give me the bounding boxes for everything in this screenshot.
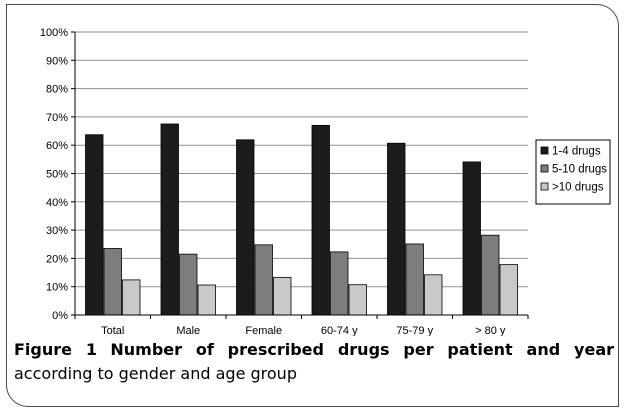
legend-label: >10 drugs xyxy=(552,182,604,194)
bar xyxy=(122,279,141,316)
legend-swatch xyxy=(540,182,549,191)
y-tick-label: 0% xyxy=(52,310,68,322)
legend-label: 5-10 drugs xyxy=(552,164,607,176)
axes: 0% 10% 20% 30% 40% 50% 60% 70% 80% 90% 100% Total Ma… xyxy=(40,27,529,336)
bar xyxy=(424,274,443,316)
bar xyxy=(330,251,349,316)
y-tick-label: 30% xyxy=(46,225,68,237)
bar xyxy=(405,243,424,316)
y-tick-label: 70% xyxy=(46,112,68,124)
bar xyxy=(273,276,292,316)
y-tick-label: 50% xyxy=(46,169,68,181)
y-tick-label: 90% xyxy=(46,55,68,67)
figure-frame: 0% 10% 20% 30% 40% 50% 60% 70% 80% 90% 100% Total Ma… xyxy=(6,4,619,407)
bar xyxy=(499,264,518,316)
grid-lines xyxy=(75,31,528,316)
x-tick-label: 60-74 y xyxy=(321,325,358,336)
y-tick-label: 80% xyxy=(46,84,68,96)
bar xyxy=(481,234,500,316)
bar xyxy=(387,142,406,316)
y-tick-label: 60% xyxy=(46,140,68,152)
y-tick-label: 100% xyxy=(40,27,68,39)
y-tick-label: 10% xyxy=(46,282,68,294)
legend-swatch xyxy=(540,164,549,173)
bar-chart: 0% 10% 20% 30% 40% 50% 60% 70% 80% 90% 100% Total Ma… xyxy=(8,6,617,336)
x-tick-label: Total xyxy=(101,325,124,336)
bar xyxy=(254,244,273,316)
bar xyxy=(103,248,122,316)
bar xyxy=(311,124,330,316)
x-tick-label: 75-79 y xyxy=(396,325,433,336)
bar xyxy=(236,139,255,316)
x-tick-label: Female xyxy=(245,325,282,336)
figure-title: Number of prescribed drugs per patient a… xyxy=(110,340,615,359)
bar xyxy=(160,123,179,316)
legend-label: 1-4 drugs xyxy=(552,146,601,158)
bar xyxy=(348,284,367,316)
bar xyxy=(85,134,104,316)
figure-label: Figure 1 xyxy=(14,340,97,359)
figure-caption: Figure 1 Number of prescribed drugs per … xyxy=(14,338,614,386)
y-tick-label: 40% xyxy=(46,197,68,209)
bar xyxy=(462,161,481,316)
chart-svg: 0% 10% 20% 30% 40% 50% 60% 70% 80% 90% 100% Total Ma… xyxy=(40,27,611,336)
legend: 1-4 drugs 5-10 drugs >10 drugs xyxy=(535,139,611,205)
figure-caption-rest: according to gender and age group xyxy=(14,364,297,383)
x-tick-label: > 80 y xyxy=(475,325,506,336)
bar xyxy=(179,253,198,316)
legend-swatch xyxy=(540,146,549,155)
bar xyxy=(197,284,216,316)
y-tick-label: 20% xyxy=(46,253,68,265)
x-tick-label: Male xyxy=(176,325,200,336)
